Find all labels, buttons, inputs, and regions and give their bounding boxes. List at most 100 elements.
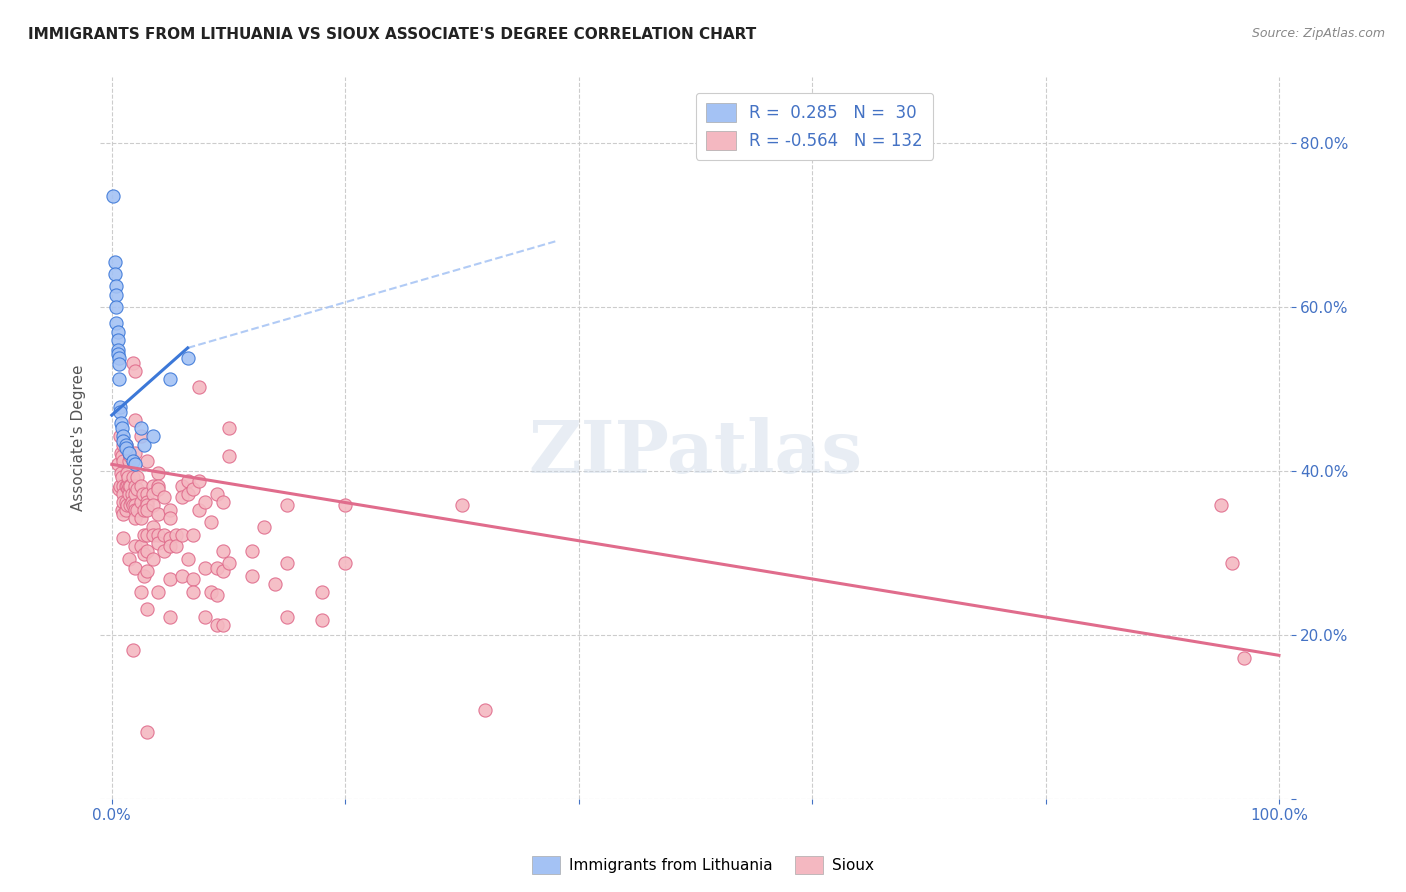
Point bbox=[118, 487, 141, 501]
Point bbox=[159, 511, 181, 525]
Y-axis label: Associate's Degree: Associate's Degree bbox=[72, 365, 86, 511]
Point bbox=[129, 495, 152, 509]
Point bbox=[311, 613, 333, 627]
Point bbox=[104, 255, 127, 269]
Point bbox=[134, 437, 156, 451]
Point bbox=[205, 618, 228, 632]
Point bbox=[135, 564, 157, 578]
Point bbox=[194, 609, 217, 624]
Point bbox=[159, 531, 181, 545]
Point bbox=[112, 437, 135, 451]
Point bbox=[124, 446, 146, 460]
Point bbox=[121, 498, 143, 512]
Point bbox=[118, 446, 141, 460]
Point bbox=[148, 478, 170, 492]
Point bbox=[127, 503, 149, 517]
Point bbox=[127, 470, 149, 484]
Point bbox=[134, 548, 156, 562]
Point bbox=[108, 400, 131, 414]
Point bbox=[112, 454, 135, 468]
Point bbox=[120, 498, 142, 512]
Point bbox=[124, 458, 146, 472]
Point bbox=[129, 585, 152, 599]
Point bbox=[120, 478, 142, 492]
Point bbox=[108, 429, 131, 443]
Point bbox=[142, 498, 165, 512]
Point bbox=[111, 421, 134, 435]
Point bbox=[188, 503, 211, 517]
Point bbox=[111, 503, 134, 517]
Point bbox=[135, 495, 157, 509]
Point bbox=[165, 539, 187, 553]
Point bbox=[134, 569, 156, 583]
Point bbox=[111, 449, 134, 463]
Point bbox=[105, 287, 128, 301]
Point bbox=[112, 478, 135, 492]
Point bbox=[135, 724, 157, 739]
Text: IMMIGRANTS FROM LITHUANIA VS SIOUX ASSOCIATE'S DEGREE CORRELATION CHART: IMMIGRANTS FROM LITHUANIA VS SIOUX ASSOC… bbox=[28, 27, 756, 42]
Point bbox=[159, 372, 181, 386]
Point bbox=[112, 487, 135, 501]
Point bbox=[135, 498, 157, 512]
Point bbox=[105, 300, 128, 314]
Point bbox=[159, 539, 181, 553]
Point bbox=[118, 454, 141, 468]
Text: ZIPatlas: ZIPatlas bbox=[529, 417, 862, 488]
Point bbox=[240, 544, 263, 558]
Point bbox=[170, 569, 193, 583]
Point bbox=[108, 478, 131, 492]
Point bbox=[118, 478, 141, 492]
Point bbox=[205, 589, 228, 603]
Point bbox=[200, 515, 222, 529]
Point bbox=[107, 351, 129, 365]
Point bbox=[107, 372, 129, 386]
Point bbox=[124, 413, 146, 427]
Point bbox=[188, 380, 211, 394]
Point bbox=[124, 511, 146, 525]
Point bbox=[153, 528, 176, 542]
Point bbox=[112, 495, 135, 509]
Point bbox=[112, 531, 135, 545]
Point bbox=[148, 536, 170, 550]
Point bbox=[129, 539, 152, 553]
Point bbox=[124, 560, 146, 574]
Point bbox=[135, 601, 157, 615]
Point bbox=[115, 466, 138, 480]
Point bbox=[101, 189, 124, 203]
Point bbox=[148, 482, 170, 496]
Point bbox=[107, 482, 129, 496]
Point bbox=[153, 544, 176, 558]
Point bbox=[107, 325, 129, 339]
Point bbox=[107, 347, 129, 361]
Point bbox=[311, 585, 333, 599]
Point bbox=[107, 333, 129, 347]
Point bbox=[194, 560, 217, 574]
Point bbox=[176, 474, 198, 488]
Point bbox=[211, 544, 233, 558]
Point bbox=[121, 642, 143, 657]
Point bbox=[276, 556, 298, 570]
Point bbox=[159, 503, 181, 517]
Point bbox=[120, 449, 142, 463]
Point bbox=[124, 487, 146, 501]
Point bbox=[124, 364, 146, 378]
Point bbox=[170, 478, 193, 492]
Point bbox=[114, 495, 136, 509]
Point bbox=[124, 539, 146, 553]
Point bbox=[170, 490, 193, 504]
Point bbox=[115, 478, 138, 492]
Point bbox=[117, 482, 139, 496]
Point bbox=[159, 609, 181, 624]
Point bbox=[105, 279, 128, 293]
Point bbox=[124, 478, 146, 492]
Point bbox=[200, 585, 222, 599]
Point bbox=[118, 552, 141, 566]
Point bbox=[110, 446, 132, 460]
Point bbox=[205, 560, 228, 574]
Point bbox=[142, 552, 165, 566]
Point bbox=[114, 441, 136, 455]
Point bbox=[121, 470, 143, 484]
Point bbox=[183, 482, 205, 496]
Point bbox=[148, 466, 170, 480]
Point bbox=[153, 490, 176, 504]
